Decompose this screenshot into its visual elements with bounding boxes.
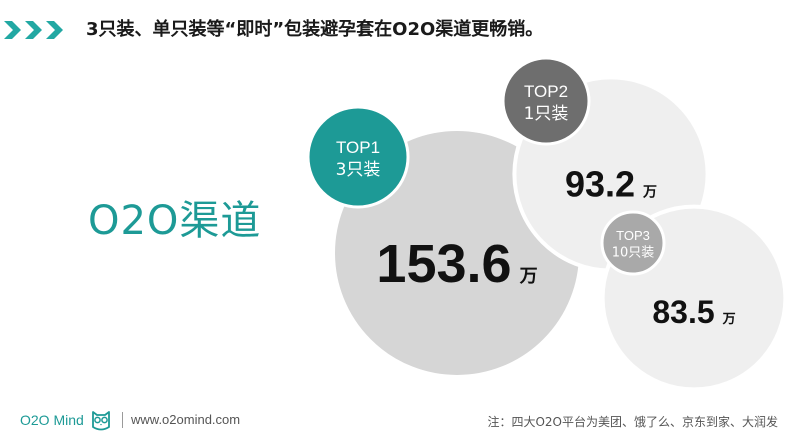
rank-label-top3: TOP3 bbox=[616, 228, 650, 243]
category-label-top1: 3只装 bbox=[336, 160, 381, 180]
website-link[interactable]: www.o2omind.com bbox=[131, 412, 241, 427]
triple-chevron-right-icon bbox=[4, 21, 63, 39]
brand-logo: O2O Mind bbox=[20, 408, 112, 432]
footnote: 注：四大O2O平台为美团、饿了么、京东到家、大润发 bbox=[487, 415, 778, 429]
rank-badge-top1 bbox=[306, 105, 410, 209]
owl-icon bbox=[91, 411, 110, 431]
rank-badge-top2 bbox=[501, 56, 591, 146]
value-label-top2: 93.2 万 bbox=[565, 164, 657, 205]
footer-divider bbox=[122, 412, 123, 428]
value-label-top1: 153.6 万 bbox=[376, 234, 537, 294]
header: 3只装、单只装等“即时”包装避孕套在O2O渠道更畅销。 bbox=[0, 15, 790, 45]
category-label-top3: 10只装 bbox=[612, 246, 655, 261]
page-title: 3只装、单只装等“即时”包装避孕套在O2O渠道更畅销。 bbox=[86, 19, 544, 40]
logo-text: O2O Mind bbox=[20, 412, 84, 428]
rank-label-top1: TOP1 bbox=[336, 138, 380, 157]
rank-label-top2: TOP2 bbox=[524, 82, 568, 101]
value-label-top3: 83.5 万 bbox=[652, 294, 735, 330]
category-label-top2: 1只装 bbox=[524, 104, 569, 124]
rank-badge-top3 bbox=[600, 210, 666, 276]
channel-label: O2O渠道 bbox=[88, 198, 262, 244]
